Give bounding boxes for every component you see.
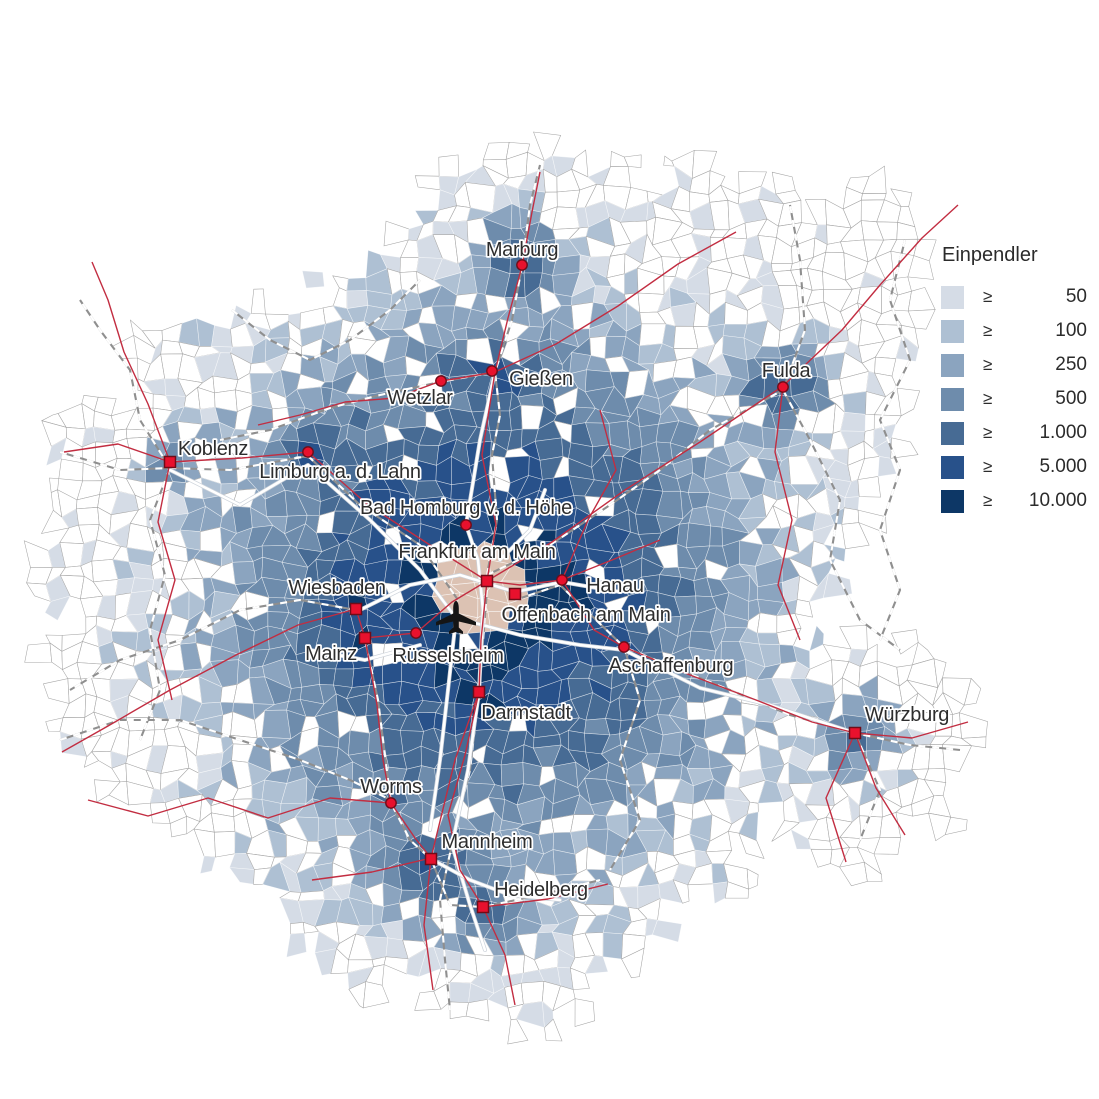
city-label-würzburg: Würzburg <box>865 704 949 726</box>
legend-swatch <box>941 387 964 411</box>
city-label-mannheim: Mannheim <box>442 831 533 853</box>
city-marker-limburg-a-d-lahn <box>302 446 314 458</box>
city-marker-darmstadt <box>472 685 486 699</box>
legend-operator: ≥ <box>983 491 993 510</box>
legend-row: ≥1.000 <box>941 416 1087 450</box>
legend-row: ≥5.000 <box>941 450 1087 484</box>
legend-value: 500 <box>1055 388 1087 409</box>
city-marker-heidelberg <box>476 900 490 914</box>
legend-operator: ≥ <box>983 457 993 476</box>
city-marker-frankfurt-am-main <box>480 574 494 588</box>
legend-value: 10.000 <box>1028 490 1087 511</box>
road-lines <box>61 171 969 1006</box>
city-marker-bad-homburg-v-d-höhe <box>460 519 472 531</box>
city-marker-offenbach-am-main <box>508 587 522 601</box>
legend-value: 50 <box>1065 286 1087 307</box>
legend-value: 5.000 <box>1039 456 1087 477</box>
city-marker-koblenz <box>163 455 177 469</box>
city-marker-mainz <box>358 631 372 645</box>
city-label-gießen: Gießen <box>509 368 573 390</box>
legend-row: ≥250 <box>941 348 1087 382</box>
legend-row: ≥50 <box>941 280 1087 314</box>
city-labels: Marburg Wetzlar Gießen Fulda Koblenz Limburg … <box>176 237 951 903</box>
city-markers <box>163 259 862 914</box>
railway-lines <box>59 164 961 1011</box>
airplane-icon <box>436 601 476 634</box>
legend-operator: ≥ <box>983 389 993 408</box>
legend: Einpendler ≥50 ≥100 ≥250 ≥500 ≥1.000 ≥5.000 ≥1… <box>941 244 1087 518</box>
legend-swatch <box>941 319 964 343</box>
city-marker-würzburg <box>848 726 862 740</box>
city-marker-wetzlar <box>435 375 447 387</box>
legend-swatch <box>941 285 964 309</box>
city-label-hanau: Hanau <box>586 575 643 597</box>
city-label-heidelberg: Heidelberg <box>494 879 588 901</box>
legend-operator: ≥ <box>983 321 993 340</box>
legend-operator: ≥ <box>983 287 993 306</box>
city-marker-wiesbaden <box>349 602 363 616</box>
city-marker-rüsselsheim <box>410 627 422 639</box>
legend-swatch <box>941 489 964 513</box>
legend-row: ≥10.000 <box>941 484 1087 518</box>
city-marker-mannheim <box>424 852 438 866</box>
legend-value: 1.000 <box>1039 422 1087 443</box>
city-label-rüsselsheim: Rüsselsheim <box>392 645 503 667</box>
legend-title: Einpendler <box>942 244 1038 266</box>
city-marker-hanau <box>556 574 568 586</box>
city-label-aschaffenburg: Aschaffenburg <box>609 655 734 677</box>
city-label-wiesbaden: Wiesbaden <box>288 577 385 599</box>
legend-value: 100 <box>1055 320 1087 341</box>
legend-swatch <box>941 455 964 479</box>
city-label-bad-homburg-v-d-höhe: Bad Homburg v. d. Höhe <box>360 497 572 519</box>
city-label-koblenz: Koblenz <box>178 438 248 460</box>
municipality-cells <box>23 131 988 1045</box>
city-marker-marburg <box>516 259 528 271</box>
city-marker-gießen <box>486 365 498 377</box>
city-label-limburg-a-d-lahn: Limburg a. d. Lahn <box>259 461 420 483</box>
city-label-offenbach-am-main: Offenbach am Main <box>501 604 670 626</box>
city-marker-aschaffenburg <box>618 641 630 653</box>
legend-swatch <box>941 353 964 377</box>
legend-operator: ≥ <box>983 355 993 374</box>
city-label-worms: Worms <box>360 776 422 798</box>
city-marker-fulda <box>777 381 789 393</box>
legend-row: ≥100 <box>941 314 1087 348</box>
city-label-fulda: Fulda <box>762 360 812 382</box>
city-marker-worms <box>385 797 397 809</box>
legend-operator: ≥ <box>983 423 993 442</box>
city-label-marburg: Marburg <box>486 239 558 261</box>
legend-swatch <box>941 421 964 445</box>
city-label-wetzlar: Wetzlar <box>387 387 453 409</box>
city-label-frankfurt-am-main: Frankfurt am Main <box>398 541 555 563</box>
legend-rows: ≥50 ≥100 ≥250 ≥500 ≥1.000 ≥5.000 ≥10.000 <box>941 280 1087 518</box>
legend-value: 250 <box>1055 354 1087 375</box>
city-label-mainz: Mainz <box>305 643 357 665</box>
legend-row: ≥500 <box>941 382 1087 416</box>
city-label-darmstadt: Darmstadt <box>481 702 571 724</box>
